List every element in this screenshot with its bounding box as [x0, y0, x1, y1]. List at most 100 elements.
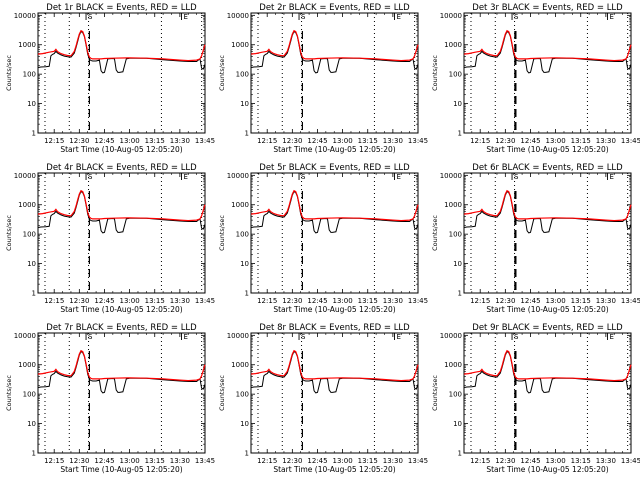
x-axis-label: Start Time (10-Aug-05 12:05:20) — [273, 145, 395, 154]
marker-label: S — [514, 173, 519, 181]
series-line-events — [38, 30, 206, 74]
series-line-lld — [250, 349, 419, 382]
x-tick-label: 12:45 — [94, 457, 114, 465]
x-tick-label: 12:30 — [495, 457, 515, 465]
x-tick-label: 12:45 — [94, 137, 114, 145]
marker-label: S — [301, 333, 306, 341]
y-tick-label: 100 — [23, 391, 36, 399]
x-axis-label: Start Time (10-Aug-05 12:05:20) — [60, 465, 182, 474]
x-tick-label: 12:30 — [69, 297, 89, 305]
x-tick-label: 13:15 — [358, 457, 378, 465]
x-tick-label: 13:00 — [546, 137, 566, 145]
panel-4: Det 4r BLACK = Events, RED = LLD 1 10 100 10… — [5, 163, 215, 314]
series-line-lld — [250, 189, 419, 222]
marker-flag — [85, 172, 92, 180]
marker-label: E — [184, 173, 188, 181]
x-tick-label: 12:15 — [470, 297, 490, 305]
y-tick-label: 1000 — [444, 361, 462, 369]
x-tick-label: 13:00 — [333, 297, 353, 305]
x-tick-label: 12:45 — [307, 457, 327, 465]
x-tick-label: 13:00 — [120, 297, 140, 305]
y-tick-label: 100 — [236, 231, 249, 239]
x-axis-label: Start Time (10-Aug-05 12:05:20) — [60, 305, 182, 314]
marker-label: E — [610, 13, 614, 21]
marker-flag — [511, 332, 518, 340]
y-tick-label: 1 — [458, 290, 462, 298]
y-tick-label: 1 — [245, 290, 249, 298]
y-tick-label: 10 — [240, 260, 249, 268]
y-tick-label: 1000 — [18, 201, 36, 209]
y-tick-label: 1 — [458, 130, 462, 138]
x-tick-label: 13:30 — [170, 137, 190, 145]
y-tick-label: 10000 — [227, 12, 249, 20]
y-tick-label: 100 — [449, 71, 462, 79]
series-line-lld — [250, 29, 419, 62]
x-tick-label: 13:45 — [621, 297, 640, 305]
x-tick-label: 13:45 — [621, 137, 640, 145]
marker-label: E — [610, 333, 614, 341]
marker-flag — [298, 172, 305, 180]
y-tick-label: 100 — [236, 391, 249, 399]
panel-title: Det 8r BLACK = Events, RED = LLD — [259, 323, 410, 333]
y-tick-label: 1 — [32, 290, 36, 298]
marker-flag — [181, 172, 187, 180]
y-axis-label: Counts/sec — [5, 375, 13, 411]
x-tick-label: 13:00 — [546, 297, 566, 305]
x-tick-label: 12:30 — [282, 457, 302, 465]
x-tick-label: 13:30 — [170, 297, 190, 305]
x-tick-label: 13:00 — [333, 457, 353, 465]
plot-frame — [463, 172, 632, 294]
x-tick-label: 12:15 — [257, 137, 277, 145]
x-tick-label: 12:15 — [44, 297, 64, 305]
series-line-lld — [37, 189, 206, 222]
marker-label: E — [610, 173, 614, 181]
marker-flag — [607, 12, 613, 20]
plot-frame — [37, 12, 206, 134]
y-tick-label: 100 — [449, 391, 462, 399]
x-tick-label: 13:30 — [383, 297, 403, 305]
x-tick-label: 12:15 — [470, 137, 490, 145]
x-axis-label: Start Time (10-Aug-05 12:05:20) — [486, 465, 608, 474]
y-tick-label: 10000 — [14, 172, 36, 180]
panel-title: Det 9r BLACK = Events, RED = LLD — [472, 323, 623, 333]
series-line-events — [38, 350, 206, 394]
y-tick-label: 1 — [32, 450, 36, 458]
y-tick-label: 10 — [240, 100, 249, 108]
x-tick-label: 13:00 — [333, 137, 353, 145]
plot-frame — [250, 12, 419, 134]
x-tick-label: 12:30 — [69, 137, 89, 145]
plot-frame — [463, 12, 632, 134]
y-tick-label: 1000 — [18, 361, 36, 369]
x-tick-label: 12:45 — [307, 137, 327, 145]
marker-flag — [607, 332, 613, 340]
x-tick-label: 12:45 — [520, 137, 540, 145]
x-tick-label: 13:30 — [596, 457, 616, 465]
panel-title: Det 7r BLACK = Events, RED = LLD — [46, 323, 197, 333]
x-tick-label: 12:30 — [69, 457, 89, 465]
x-tick-label: 12:30 — [282, 137, 302, 145]
x-tick-label: 12:45 — [307, 297, 327, 305]
marker-flag — [85, 12, 92, 20]
series-line-lld — [463, 189, 632, 222]
x-tick-label: 12:15 — [257, 457, 277, 465]
y-tick-label: 100 — [23, 71, 36, 79]
x-tick-label: 13:30 — [596, 137, 616, 145]
panel-title: Det 2r BLACK = Events, RED = LLD — [259, 3, 410, 13]
y-tick-label: 1 — [458, 450, 462, 458]
series-line-events — [464, 190, 632, 234]
x-axis-label: Start Time (10-Aug-05 12:05:20) — [273, 465, 395, 474]
plot-frame — [250, 172, 419, 294]
x-tick-label: 13:00 — [120, 457, 140, 465]
series-line-events — [251, 190, 419, 234]
y-axis-label: Counts/sec — [5, 55, 13, 91]
x-tick-label: 13:45 — [408, 297, 428, 305]
marker-label: S — [88, 173, 93, 181]
panel-title: Det 6r BLACK = Events, RED = LLD — [472, 163, 623, 173]
x-tick-label: 13:45 — [408, 137, 428, 145]
marker-label: S — [514, 333, 519, 341]
marker-label: E — [397, 173, 401, 181]
x-axis-label: Start Time (10-Aug-05 12:05:20) — [486, 305, 608, 314]
x-tick-label: 12:15 — [44, 457, 64, 465]
marker-label: S — [514, 13, 519, 21]
panel-1: Det 1r BLACK = Events, RED = LLD 1 10 100 10… — [5, 3, 215, 154]
